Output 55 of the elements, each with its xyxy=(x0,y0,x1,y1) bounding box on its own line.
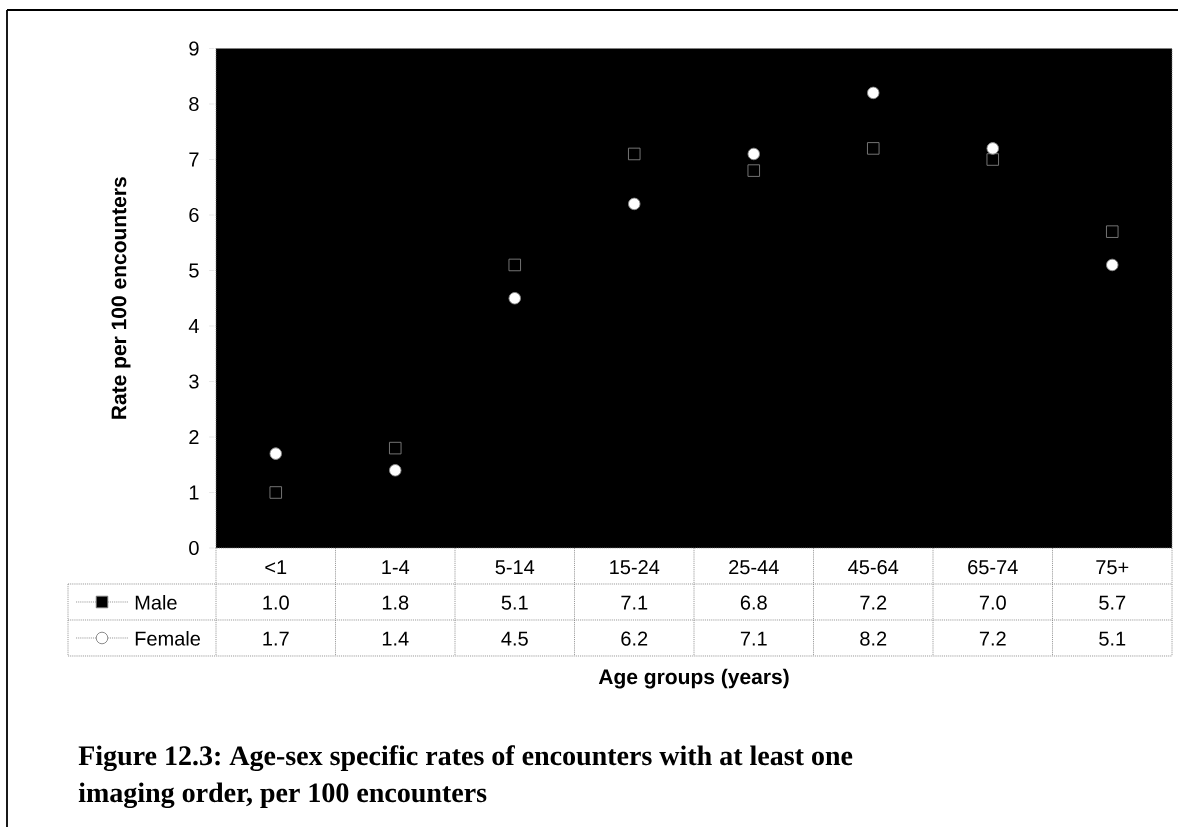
y-tick-label: 8 xyxy=(189,96,199,112)
point xyxy=(747,164,760,177)
data-label: 5.7 xyxy=(1099,595,1126,610)
point xyxy=(389,464,402,477)
point xyxy=(508,292,521,305)
y-axis-title: Rate per 100 encounters xyxy=(111,177,131,419)
data-label: 1.4 xyxy=(382,631,409,646)
x-tick-label: 25-44 xyxy=(729,560,779,575)
y-tick-label: 9 xyxy=(189,41,199,56)
point xyxy=(986,153,1000,166)
x-tick-label: 15-24 xyxy=(610,560,660,575)
legend-label: Female xyxy=(135,631,200,646)
point xyxy=(1106,258,1119,272)
y-tick-label: 5 xyxy=(189,263,199,278)
point xyxy=(747,147,760,161)
data-label: 1.0 xyxy=(263,595,289,610)
data-label: 5.1 xyxy=(501,595,528,610)
data-label: 7.0 xyxy=(979,595,1006,610)
data-label: 7.2 xyxy=(979,631,1006,646)
x-tick-label: 1-4 xyxy=(382,560,410,574)
data-label: 6.8 xyxy=(740,595,767,610)
data-label: 4.5 xyxy=(501,631,528,646)
data-label: 8.2 xyxy=(860,631,887,646)
y-tick-label: 1 xyxy=(189,485,199,500)
x-tick-label: <1 xyxy=(265,560,287,574)
data-label: 1.8 xyxy=(382,595,409,610)
point xyxy=(269,447,282,460)
point xyxy=(628,197,641,211)
point xyxy=(269,486,282,499)
point xyxy=(986,142,1000,155)
point xyxy=(867,142,880,155)
y-tick-label: 2 xyxy=(189,430,199,444)
data-label: 7.1 xyxy=(740,631,767,646)
data-label: 6.2 xyxy=(621,631,648,646)
data-label: 1.7 xyxy=(263,631,289,646)
point xyxy=(508,258,521,272)
y-tick-label: 0 xyxy=(189,540,199,556)
x-axis-title: Age groups (years) xyxy=(598,668,789,689)
x-tick-label: 5-14 xyxy=(495,560,535,575)
data-label: 7.1 xyxy=(621,595,648,610)
y-tick-label: 6 xyxy=(189,207,199,223)
x-tick-label: 45-64 xyxy=(848,560,899,575)
x-tick-label: 65-74 xyxy=(968,560,1018,575)
point xyxy=(1106,225,1119,238)
caption: Figure 12.3: Age-sex specific rates of encounters with at least one imaging order, per 100 encounters xyxy=(78,745,853,809)
x-tick-label: 75+ xyxy=(1096,560,1129,575)
point xyxy=(628,147,641,161)
data-label: 7.2 xyxy=(860,595,887,610)
y-tick-label: 3 xyxy=(189,374,199,389)
point xyxy=(867,86,880,100)
data-label: 5.1 xyxy=(1099,631,1126,646)
point xyxy=(389,441,402,455)
y-tick-label: 4 xyxy=(188,319,199,333)
legend-label: Male xyxy=(135,595,177,610)
y-tick-label: 7 xyxy=(189,152,199,167)
